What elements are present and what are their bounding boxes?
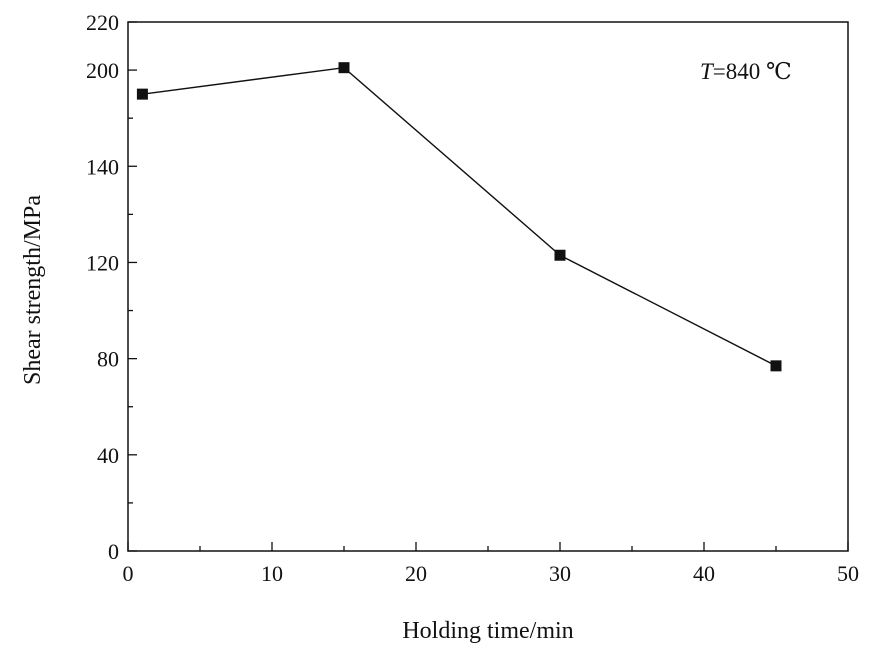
x-tick-label: 20 (405, 561, 427, 586)
y-axis-title: Shear strength/MPa (20, 195, 46, 385)
x-axis-title: Holding time/min (402, 618, 573, 644)
x-tick-label: 40 (693, 561, 715, 586)
y-tick-label: 120 (86, 250, 119, 275)
annotation-value: =840 ℃ (713, 59, 792, 84)
data-point-marker (770, 360, 782, 372)
x-tick-label: 0 (123, 561, 134, 586)
y-tick-label: 220 (86, 10, 119, 35)
y-tick-label: 40 (97, 443, 119, 468)
series-layer (136, 62, 782, 372)
plot-frame (127, 21, 849, 552)
y-tick-label: 140 (86, 154, 119, 179)
data-point-marker (554, 249, 566, 261)
y-axis: 0 40 80 120 140 200 220 (86, 10, 137, 564)
y-tick-label: 200 (86, 58, 119, 83)
x-tick-label: 10 (261, 561, 283, 586)
annotation-variable: T (700, 59, 715, 84)
y-tick-label: 0 (108, 539, 119, 564)
series-line (142, 66, 777, 367)
x-tick-label: 50 (837, 561, 859, 586)
y-tick-label: 80 (97, 347, 119, 372)
x-axis: 0 10 20 30 40 50 (123, 542, 859, 586)
annotation-temperature: T=840 ℃ (700, 59, 792, 84)
data-point-marker (136, 88, 148, 100)
data-point-marker (338, 62, 350, 74)
x-tick-label: 30 (549, 561, 571, 586)
